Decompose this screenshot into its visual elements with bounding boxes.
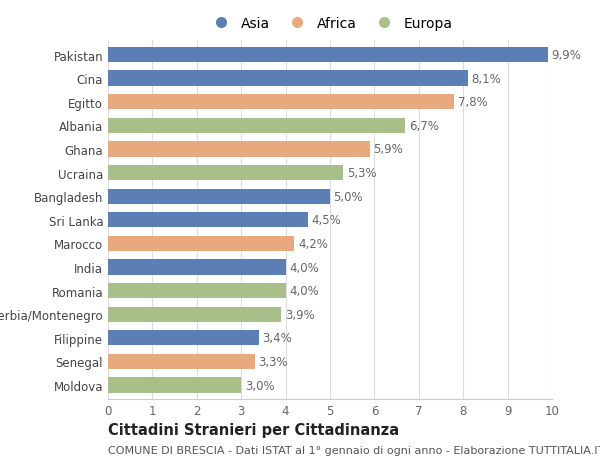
Text: 4,2%: 4,2%: [298, 237, 328, 250]
Bar: [108, 189, 330, 204]
Text: 3,9%: 3,9%: [285, 308, 314, 321]
Text: 4,0%: 4,0%: [289, 261, 319, 274]
Bar: [108, 378, 241, 393]
Text: Cittadini Stranieri per Cittadinanza: Cittadini Stranieri per Cittadinanza: [108, 422, 399, 437]
Legend: Asia, Africa, Europa: Asia, Africa, Europa: [207, 17, 453, 31]
Bar: [108, 95, 454, 110]
Bar: [108, 307, 281, 322]
Bar: [108, 118, 406, 134]
Bar: [108, 236, 295, 252]
Bar: [108, 71, 467, 87]
Text: 6,7%: 6,7%: [409, 120, 439, 133]
Bar: [108, 354, 254, 369]
Bar: [108, 142, 370, 157]
Text: 3,4%: 3,4%: [263, 331, 292, 345]
Bar: [108, 48, 548, 63]
Text: 5,3%: 5,3%: [347, 167, 376, 179]
Text: 3,0%: 3,0%: [245, 379, 274, 392]
Text: 7,8%: 7,8%: [458, 96, 488, 109]
Text: 8,1%: 8,1%: [471, 73, 501, 85]
Text: COMUNE DI BRESCIA - Dati ISTAT al 1° gennaio di ogni anno - Elaborazione TUTTITA: COMUNE DI BRESCIA - Dati ISTAT al 1° gen…: [108, 445, 600, 455]
Text: 4,0%: 4,0%: [289, 285, 319, 297]
Bar: [108, 166, 343, 181]
Text: 9,9%: 9,9%: [551, 49, 581, 62]
Bar: [108, 260, 286, 275]
Text: 5,9%: 5,9%: [374, 143, 403, 156]
Bar: [108, 283, 286, 299]
Text: 4,5%: 4,5%: [311, 214, 341, 227]
Bar: [108, 330, 259, 346]
Text: 5,0%: 5,0%: [334, 190, 363, 203]
Text: 3,3%: 3,3%: [258, 355, 287, 368]
Bar: [108, 213, 308, 228]
